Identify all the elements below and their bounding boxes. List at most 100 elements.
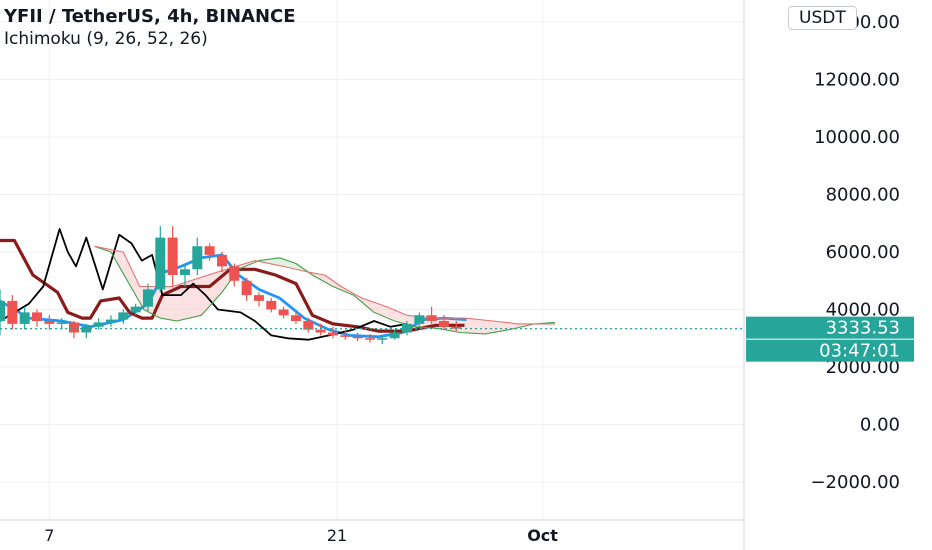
cloud-segment <box>174 285 177 321</box>
cloud-segment <box>491 320 494 333</box>
cloud-segment <box>402 313 405 324</box>
cloud-segment <box>135 277 138 299</box>
cloud-segment <box>162 286 165 319</box>
cloud-segment <box>279 257 282 266</box>
cloud-segment <box>482 319 486 334</box>
cloud-segment <box>293 262 296 270</box>
cloud-segment <box>378 303 381 315</box>
y-tick-label: 6000.00 <box>826 242 900 263</box>
span-b-line <box>94 245 555 325</box>
cloud-segment <box>322 274 325 282</box>
candle-body <box>364 338 375 340</box>
cloud-segment <box>129 264 132 288</box>
candle-body <box>451 326 462 329</box>
cloud-segment <box>275 258 278 266</box>
cloud-segment <box>388 307 391 320</box>
last-price-label: 3333.53 <box>826 318 900 339</box>
cloud-segment <box>178 283 181 321</box>
cloud-segment <box>291 262 294 269</box>
cloud-segment <box>199 277 202 316</box>
cloud-segment <box>472 318 475 334</box>
indicator-legend: Ichimoku (9, 26, 52, 26) <box>4 29 208 49</box>
candle-body <box>204 246 215 255</box>
cloud-segment <box>497 321 500 332</box>
candle-body <box>290 315 301 321</box>
y-tick-label: −2000.00 <box>810 472 900 493</box>
candle-body <box>414 315 425 324</box>
candle-body <box>68 322 79 333</box>
cloud-segment <box>495 321 498 333</box>
cloud-segment <box>211 273 214 304</box>
cloud-segment <box>386 306 389 319</box>
candle-body <box>7 300 18 324</box>
candle-body <box>216 254 227 267</box>
cloud-segment <box>215 271 218 300</box>
cloud-segment <box>195 278 198 317</box>
cloud-segment <box>408 315 412 326</box>
candle-body <box>56 322 67 324</box>
y-tick-label: 10000.00 <box>814 127 900 148</box>
grid-lines <box>0 0 744 520</box>
cloud-segment <box>127 260 130 285</box>
cloud-segment <box>180 283 183 321</box>
cloud-segment <box>285 259 288 268</box>
cloud-segment <box>125 256 128 281</box>
candle-body <box>426 315 437 321</box>
cloud-segment <box>376 303 379 315</box>
cloud-segment <box>509 322 512 330</box>
candle-body <box>0 300 5 321</box>
cloud-segment <box>466 318 469 333</box>
cloud-segment <box>515 323 518 329</box>
candle-body <box>31 312 42 321</box>
candle-body <box>192 246 203 270</box>
cloud-segment <box>137 282 140 303</box>
candle-body <box>438 321 449 327</box>
cloud-segment <box>489 320 492 334</box>
candle-body <box>93 322 104 327</box>
candle-body <box>389 332 400 339</box>
cloud-segment <box>374 302 377 314</box>
cloud-segment <box>189 280 192 319</box>
candle-body <box>278 309 289 316</box>
cloud-segment <box>320 274 323 281</box>
x-tick-label: 21 <box>327 526 347 545</box>
x-tick-label: 7 <box>44 526 54 545</box>
cloud-segment <box>400 312 403 324</box>
cloud-segment <box>281 258 284 267</box>
countdown-label: 03:47:01 <box>819 341 900 362</box>
y-tick-label: 2000.00 <box>826 357 900 378</box>
base-line <box>0 238 465 333</box>
cloud-segment <box>478 319 481 334</box>
cloud-segment <box>213 272 216 302</box>
currency-button[interactable]: USDT <box>788 6 857 30</box>
cloud-segment <box>324 275 327 284</box>
cloud-segment <box>326 276 329 285</box>
cloud-segment <box>267 259 270 264</box>
chart-header: YFII / TetherUS, 4h, BINANCE Ichimoku (9… <box>4 6 296 50</box>
cloud-segment <box>503 322 506 331</box>
y-tick-label: 8000.00 <box>826 185 900 206</box>
cloud-segment <box>209 273 212 307</box>
cloud-segment <box>187 281 190 319</box>
span-a-line <box>94 245 555 335</box>
candle-body <box>327 332 338 336</box>
cloud-segment <box>131 269 134 292</box>
y-tick-label: 0.00 <box>860 415 900 436</box>
candle-body <box>81 326 92 333</box>
cloud-segment <box>139 286 142 306</box>
cloud-segment <box>396 310 399 323</box>
candle-body <box>155 237 166 290</box>
candle-body <box>167 237 178 275</box>
cloud-segment <box>411 315 414 327</box>
candle-body <box>179 269 190 275</box>
cloud-segment <box>123 252 126 278</box>
cloud-segment <box>219 270 222 295</box>
cloud-segment <box>392 309 395 321</box>
cloud-segment <box>398 311 401 323</box>
cloud-segment <box>474 319 477 334</box>
cloud-segment <box>287 260 290 268</box>
cloud-segment <box>277 257 280 266</box>
cloud-segment <box>191 279 194 318</box>
